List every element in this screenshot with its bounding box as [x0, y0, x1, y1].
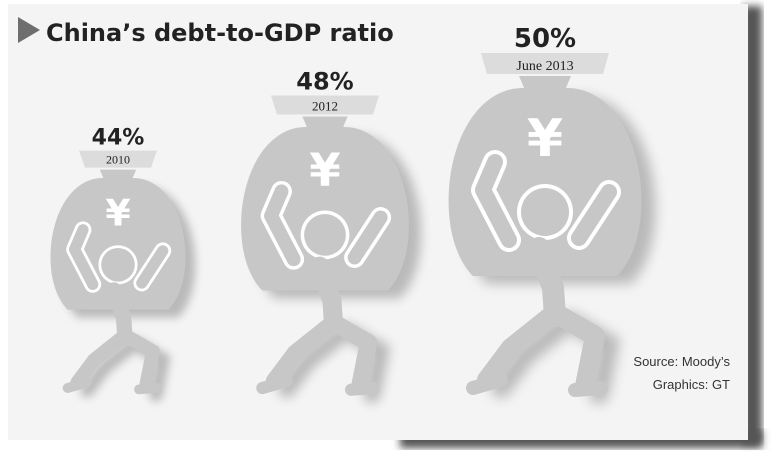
data-marks: ¥2010 44% ¥2012 48% ¥ June 2013 50% [50, 24, 656, 404]
head [521, 188, 569, 236]
left-arm [264, 184, 301, 267]
right-arm [347, 210, 388, 265]
value-label: 44% [92, 126, 145, 151]
right-arm [571, 184, 617, 246]
bag-neck [99, 169, 137, 180]
bag-neck [302, 116, 348, 129]
right-leg [547, 304, 605, 396]
category-label: 2012 [312, 99, 338, 114]
yen-icon: ¥ [105, 192, 130, 235]
right-foot [134, 383, 163, 395]
head [101, 248, 135, 282]
yen-icon: ¥ [527, 109, 563, 169]
value-label: 48% [296, 68, 353, 96]
left-foot [466, 373, 508, 395]
category-band [481, 53, 609, 74]
left-foot [256, 374, 293, 395]
bag-carrier-1: ¥ [241, 116, 409, 396]
title-arrow-icon [18, 17, 40, 43]
right-arm [136, 245, 169, 289]
graphics-credit: Graphics: GT [653, 377, 730, 392]
yen-icon: ¥ [309, 144, 340, 197]
left-leg [477, 306, 561, 390]
bag-carrier-0: ¥ [50, 169, 186, 395]
left-arm [69, 224, 99, 291]
head [304, 214, 346, 256]
category-band [271, 95, 379, 115]
chart-title: China’s debt-to-GDP ratio [46, 19, 394, 47]
category-band [79, 150, 157, 168]
value-label: 50% [514, 24, 576, 54]
right-leg [119, 329, 160, 394]
right-foot [345, 381, 380, 396]
bag-carrier-2: ¥ [448, 76, 642, 397]
right-foot [568, 381, 608, 397]
bag-neck [519, 76, 571, 90]
right-leg [326, 314, 378, 395]
category-label: 2010 [106, 153, 130, 167]
category-label: June 2013 [516, 59, 573, 74]
source-note: Source: Moody’s [633, 354, 730, 369]
left-leg [265, 316, 339, 390]
left-foot [62, 377, 93, 393]
left-arm [475, 154, 517, 248]
left-leg [70, 330, 130, 390]
